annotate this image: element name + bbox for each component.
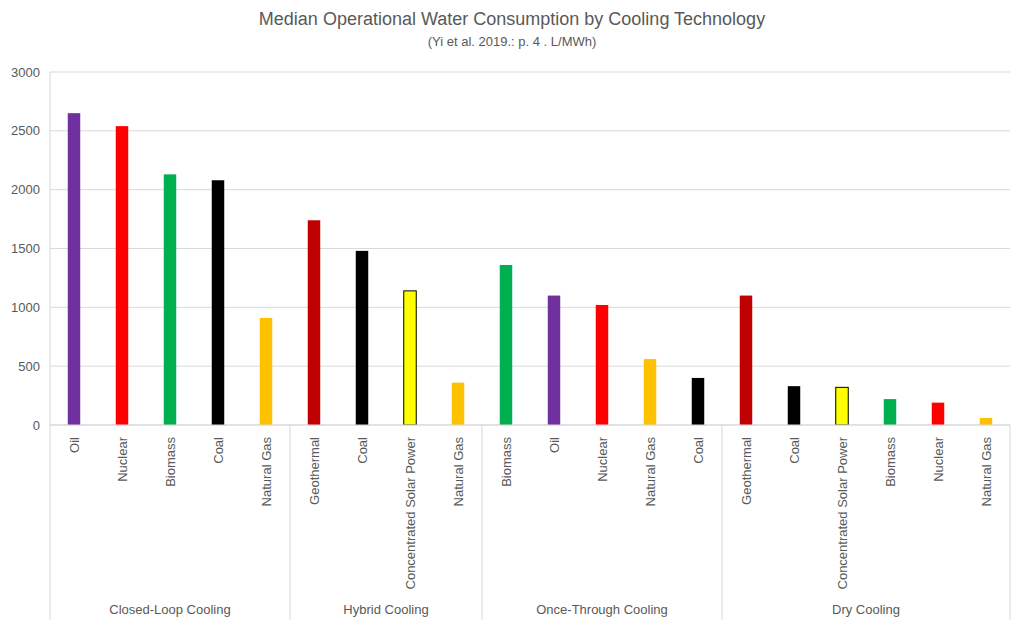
- bar: [68, 113, 80, 425]
- group-label: Closed-Loop Cooling: [109, 602, 230, 617]
- bar: [500, 265, 512, 425]
- x-tick-label: Biomass: [163, 437, 178, 487]
- x-tick-label: Coal: [691, 437, 706, 464]
- x-tick-label: Natural Gas: [451, 437, 466, 507]
- x-tick-label: Natural Gas: [979, 437, 994, 507]
- group-divider: [722, 425, 723, 620]
- bar: [740, 296, 752, 425]
- y-tick-label: 2500: [11, 123, 40, 138]
- y-axis-line: [50, 72, 51, 425]
- x-tick-label: Coal: [211, 437, 226, 464]
- x-tick-label: Concentrated Solar Power: [403, 436, 418, 589]
- group-label: Once-Through Cooling: [536, 602, 668, 617]
- group-divider: [50, 425, 51, 620]
- group-divider: [1010, 425, 1011, 620]
- bar: [260, 318, 272, 425]
- bar: [164, 174, 176, 425]
- x-axis-line: [50, 425, 1010, 426]
- x-tick-label: Natural Gas: [259, 437, 274, 507]
- x-tick-label: Geothermal: [307, 437, 322, 505]
- group-label: Dry Cooling: [832, 602, 900, 617]
- y-tick-label: 500: [18, 359, 40, 374]
- bar: [692, 378, 704, 425]
- y-tick-label: 1000: [11, 300, 40, 315]
- x-tick-label: Biomass: [499, 437, 514, 487]
- grid: [50, 72, 1010, 425]
- x-tick-label: Oil: [67, 437, 82, 453]
- grid-line: [50, 366, 1010, 367]
- title: Median Operational Water Consumption by …: [259, 9, 765, 29]
- grid-line: [50, 189, 1010, 190]
- bar: [788, 386, 800, 425]
- bar: [308, 220, 320, 425]
- grid-line: [50, 425, 1010, 426]
- group-divider: [482, 425, 483, 620]
- grid-line: [50, 72, 1010, 73]
- grid-line: [50, 248, 1010, 249]
- bar: [356, 251, 368, 425]
- group-label: Hybrid Cooling: [343, 602, 428, 617]
- bar: [596, 305, 608, 425]
- x-tick-label: Nuclear: [931, 436, 946, 481]
- group-divider: [290, 425, 291, 620]
- bar: [884, 399, 896, 425]
- x-tick-label: Nuclear: [595, 436, 610, 481]
- grid-line: [50, 307, 1010, 308]
- bar: [452, 383, 464, 425]
- bar: [212, 180, 224, 425]
- x-tick-label: Concentrated Solar Power: [835, 436, 850, 589]
- x-tick-label: Biomass: [883, 437, 898, 487]
- chart-container: Median Operational Water Consumption by …: [0, 0, 1024, 626]
- chart-svg: Median Operational Water Consumption by …: [0, 0, 1024, 626]
- x-tick-label: Coal: [355, 437, 370, 464]
- bar: [548, 296, 560, 425]
- bar: [980, 418, 992, 425]
- x-tick-label: Coal: [787, 437, 802, 464]
- subtitle: (Yi et al. 2019.: p. 4 . L/MWh): [428, 34, 597, 49]
- bar: [116, 126, 128, 425]
- grid-line: [50, 130, 1010, 131]
- bar: [836, 387, 848, 425]
- bar: [404, 291, 416, 425]
- y-tick-label: 0: [33, 418, 40, 433]
- x-tick-label: Nuclear: [115, 436, 130, 481]
- y-tick-label: 2000: [11, 182, 40, 197]
- y-tick-label: 3000: [11, 65, 40, 80]
- bar: [644, 359, 656, 425]
- x-tick-label: Geothermal: [739, 437, 754, 505]
- bars: [68, 113, 992, 425]
- y-tick-label: 1500: [11, 241, 40, 256]
- bar: [932, 403, 944, 425]
- x-tick-label: Oil: [547, 437, 562, 453]
- x-tick-label: Natural Gas: [643, 437, 658, 507]
